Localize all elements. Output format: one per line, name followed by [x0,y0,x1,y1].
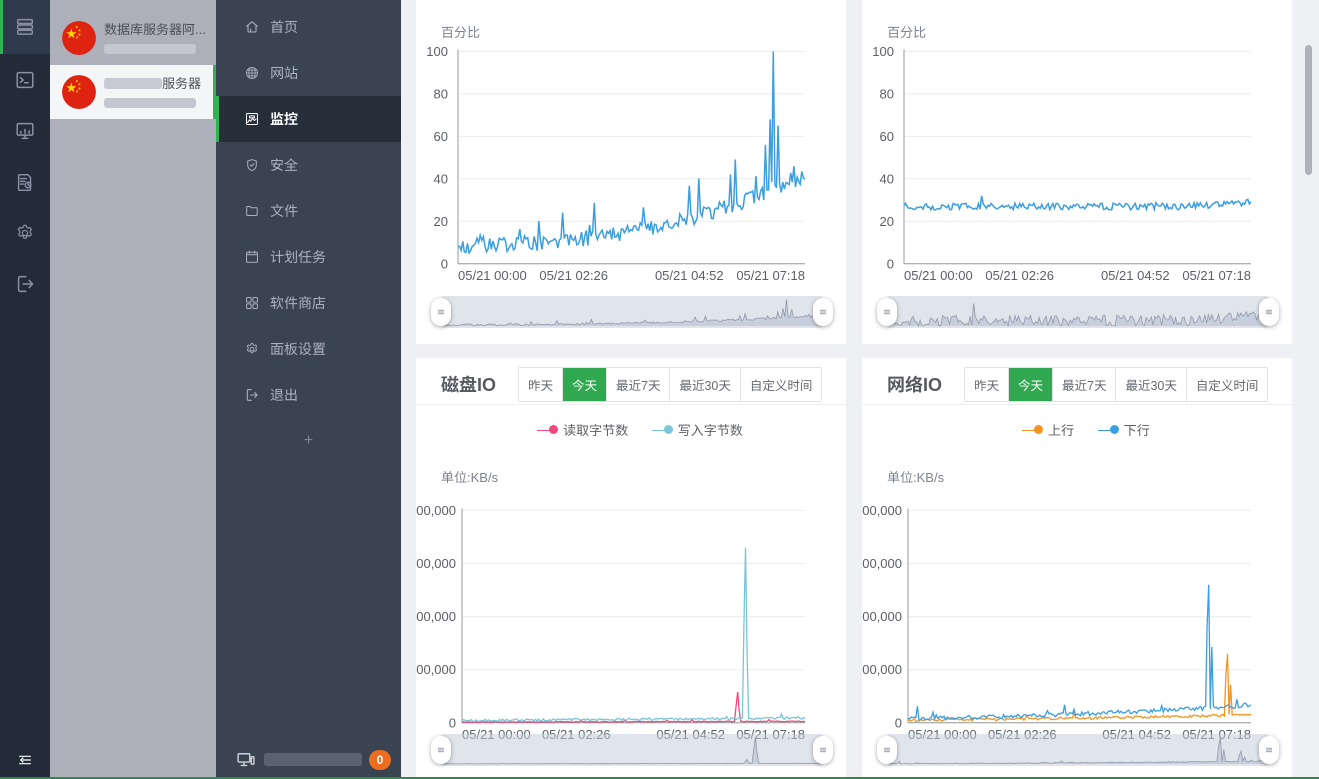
svg-text:80: 80 [880,86,894,101]
svg-text:05/21 00:00: 05/21 00:00 [904,268,973,283]
svg-text:100,000: 100,000 [416,662,456,677]
svg-text:100: 100 [426,44,448,59]
svg-text:05/21 04:52: 05/21 04:52 [1101,268,1170,283]
svg-text:100,000: 100,000 [862,662,902,677]
svg-text:05/21 00:00: 05/21 00:00 [458,268,527,283]
svg-text:200,000: 200,000 [416,609,456,624]
svg-text:200,000: 200,000 [862,609,902,624]
svg-text:0: 0 [441,256,448,271]
svg-text:300,000: 300,000 [862,556,902,571]
svg-text:0: 0 [449,715,456,730]
svg-text:60: 60 [434,129,448,144]
svg-text:0: 0 [895,715,902,730]
svg-text:20: 20 [434,214,448,229]
svg-text:300,000: 300,000 [416,556,456,571]
svg-text:20: 20 [880,214,894,229]
svg-text:05/21 02:26: 05/21 02:26 [985,268,1054,283]
svg-text:100: 100 [872,44,894,59]
svg-text:05/21 04:52: 05/21 04:52 [655,268,724,283]
svg-text:05/21 02:26: 05/21 02:26 [539,268,608,283]
svg-text:0: 0 [887,256,894,271]
svg-text:80: 80 [434,86,448,101]
svg-text:60: 60 [880,129,894,144]
svg-text:40: 40 [434,171,448,186]
svg-text:05/21 07:18: 05/21 07:18 [736,268,805,283]
svg-text:40: 40 [880,171,894,186]
svg-text:400,000: 400,000 [416,503,456,518]
svg-text:400,000: 400,000 [862,503,902,518]
svg-text:05/21 07:18: 05/21 07:18 [1182,268,1251,283]
